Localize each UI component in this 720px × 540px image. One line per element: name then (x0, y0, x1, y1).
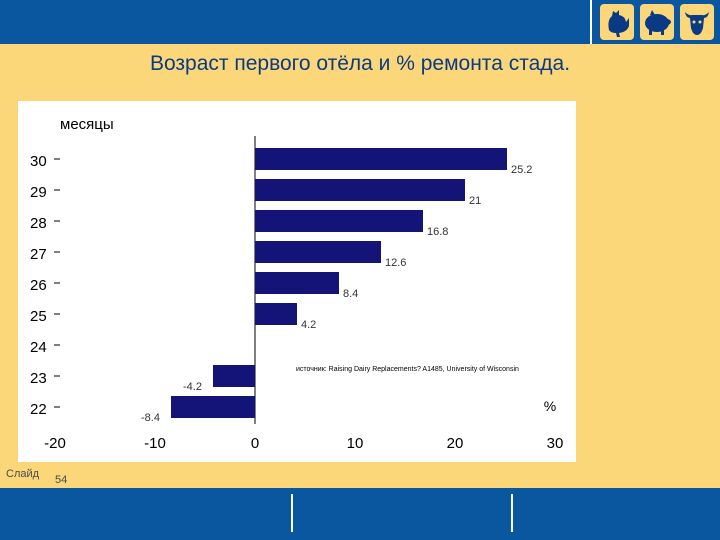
bar-chart: месяцы 30 25.2 29 21 28 16.8 27 12.6 26 8.4 25 4.2 24… (30, 116, 564, 452)
bar (255, 210, 423, 232)
y-axis-label: месяцы (60, 116, 114, 133)
data-label: -8.4 (141, 412, 160, 424)
bottom-band (0, 488, 720, 540)
chart-panel: месяцы 30 25.2 29 21 28 16.8 27 12.6 26 8.4 25 4.2 24… (18, 101, 576, 462)
bar (255, 241, 381, 263)
bar (255, 179, 465, 201)
x-tick-label: 10 (347, 435, 364, 452)
animal-icons-bar (590, 0, 720, 44)
data-label: 8.4 (343, 288, 358, 300)
slide-label: Слайд (6, 468, 40, 480)
y-tick-label: 23 (30, 370, 47, 387)
data-label: 12.6 (385, 257, 406, 269)
source-note: источник: Raising Dairy Replacements? A1… (296, 366, 519, 373)
y-tick-label: 27 (30, 246, 47, 263)
y-tick-label: 29 (30, 184, 47, 201)
x-tick-label: 30 (547, 435, 564, 452)
slide-title: Возраст первого отёла и % ремонта стада. (149, 52, 571, 75)
x-axis-label: % (544, 398, 556, 414)
data-label: -4.2 (183, 381, 202, 393)
y-tick-label: 25 (30, 308, 47, 325)
pig-icon (640, 4, 674, 40)
footer-divider (291, 494, 293, 532)
bar (255, 272, 339, 294)
footer-divider (511, 494, 513, 532)
y-tick-label: 22 (30, 401, 47, 418)
x-tick-label: -20 (44, 435, 66, 452)
y-tick-label: 26 (30, 277, 47, 294)
data-label: 4.2 (301, 319, 316, 331)
y-tick-label: 28 (30, 215, 47, 232)
bar (255, 303, 297, 325)
y-tick-label: 30 (30, 153, 47, 170)
x-tick-label: -10 (144, 435, 166, 452)
data-label: 25.2 (511, 164, 532, 176)
x-tick-label: 20 (447, 435, 464, 452)
data-label: 21 (469, 195, 481, 207)
bar (255, 148, 507, 170)
x-tick-label: 0 (251, 435, 259, 452)
bar (213, 365, 255, 387)
cow-icon (680, 4, 714, 40)
y-tick-label: 24 (30, 339, 47, 356)
bar (171, 396, 255, 418)
slide-number: 54 (55, 474, 68, 486)
data-label: 16.8 (427, 226, 448, 238)
rooster-icon (600, 4, 634, 40)
